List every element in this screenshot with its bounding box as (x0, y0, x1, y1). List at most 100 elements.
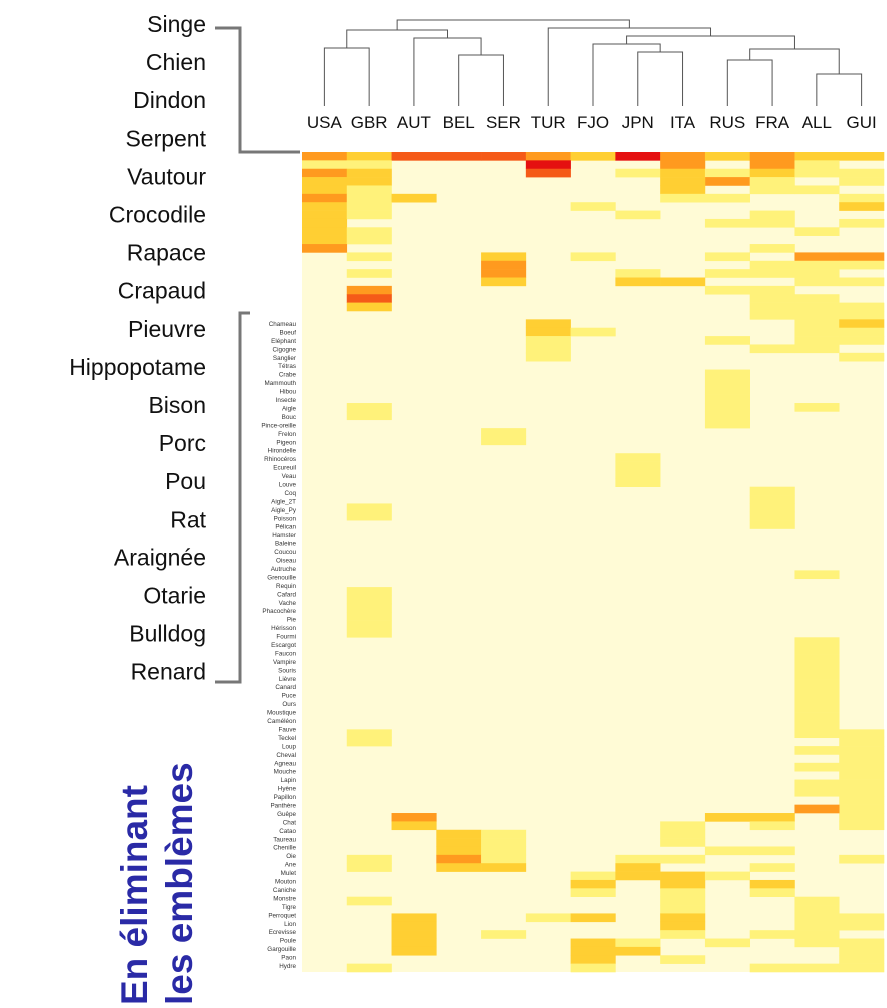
dendrogram-link (816, 73, 863, 106)
small-row-label: Poule (280, 938, 297, 945)
note-line-1: En éliminant (114, 785, 155, 1005)
heatmap-cell (794, 227, 840, 236)
heatmap-cell (794, 637, 840, 646)
small-row-label: Crabe (279, 372, 297, 379)
heatmap-cell (570, 963, 616, 973)
dendrogram-link (749, 48, 840, 74)
row-label: Rat (170, 506, 206, 532)
small-row-label: Tétras (278, 363, 296, 370)
heatmap-cell (704, 419, 750, 429)
heatmap-cell (346, 511, 392, 521)
heatmap-cell (481, 854, 527, 864)
heatmap-cell (346, 285, 392, 295)
small-row-label: Ane (285, 862, 297, 869)
heatmap-cell (570, 152, 616, 161)
heatmap-cell (794, 905, 840, 914)
heatmap-cell (615, 269, 661, 278)
row-label: Otarie (143, 583, 206, 609)
heatmap-cell (839, 821, 885, 831)
heatmap-cell (839, 754, 885, 764)
heatmap-cell (391, 193, 437, 203)
dendrogram-link (626, 35, 795, 49)
small-row-label: Hydre (279, 963, 296, 970)
small-row-label: Gargouille (267, 946, 296, 953)
note-group: En éliminant les emblèmes (114, 762, 200, 1005)
row-label: Pou (165, 468, 206, 494)
heatmap-cell (749, 863, 795, 872)
heatmap-cell (615, 453, 661, 462)
small-row-label: Autruche (271, 566, 297, 573)
small-row-label: Baleine (275, 541, 297, 548)
heatmap-cell (749, 210, 795, 220)
heatmap-cell (704, 394, 750, 404)
heatmap-cell (794, 963, 840, 973)
heatmap-cell (660, 913, 706, 923)
top-bracket (215, 26, 300, 154)
small-row-label: Teckel (278, 735, 296, 742)
small-row-label: Pie (287, 617, 297, 624)
small-row-label: Phacochère (262, 608, 296, 615)
heatmap-cell (704, 377, 750, 387)
small-row-label: Aigle_Py (271, 507, 297, 514)
small-row-label: Lion (284, 921, 296, 928)
heatmap-cell (794, 654, 840, 663)
dendrogram-link (547, 27, 712, 106)
heatmap-cell (794, 152, 840, 161)
heatmap-cell (346, 603, 392, 613)
heatmap-cell (615, 946, 661, 956)
small-row-label: Loup (282, 743, 297, 750)
middle-bracket (215, 311, 250, 684)
heatmap-cell (839, 277, 885, 287)
heatmap-cell (615, 152, 661, 161)
heatmap-cell (615, 478, 661, 487)
small-row-label: Pigeon (276, 439, 296, 446)
small-row-label: Hamster (272, 532, 296, 539)
small-row-label: Boeuf (280, 329, 297, 336)
heatmap-cell (704, 269, 750, 278)
heatmap-cell (839, 921, 885, 931)
heatmap-cell (436, 854, 482, 864)
heatmap-cell (839, 202, 885, 211)
heatmap-cell (839, 152, 885, 161)
heatmap-cell (704, 177, 750, 186)
small-row-label: Moustique (267, 710, 297, 717)
heatmap-cell (346, 160, 392, 170)
row-label: Crapaud (118, 278, 206, 304)
heatmap-cell (481, 260, 527, 270)
small-row-label: Ecureuil (273, 465, 296, 472)
heatmap-cell (794, 670, 840, 680)
heatmap-cell (704, 336, 750, 345)
heatmap-cell (749, 294, 795, 303)
small-row-label: Vache (279, 600, 297, 607)
column-label: FRA (755, 113, 790, 132)
heatmap-cell (346, 269, 392, 278)
heatmap-cell (302, 244, 348, 253)
heatmap-cell (839, 813, 885, 822)
heatmap-cell (794, 720, 840, 730)
small-row-label: Fauve (278, 726, 296, 733)
heatmap-cell (794, 704, 840, 713)
small-row-label: Puce (282, 693, 297, 700)
heatmap-cell (660, 955, 706, 964)
heatmap-cell (570, 955, 616, 964)
small-row-label: Taureau (273, 836, 296, 843)
heatmap-cell (794, 336, 840, 345)
heatmap-cell (615, 210, 661, 220)
heatmap-cell (346, 737, 392, 747)
heatmap-cell (839, 771, 885, 780)
heatmap-cell (660, 854, 706, 864)
heatmap-cell (481, 269, 527, 278)
heatmap-cell (302, 202, 348, 211)
column-label: AUT (397, 113, 431, 132)
dendrogram-link (323, 47, 370, 106)
heatmap-cell (391, 913, 437, 923)
small-row-label: Escargot (271, 642, 296, 649)
heatmap-cell (704, 285, 750, 295)
heatmap-cell (794, 310, 840, 320)
heatmap-cell (704, 403, 750, 412)
heatmap-cell (839, 963, 885, 973)
small-row-label: Pince-oreille (261, 422, 296, 429)
column-label: GUI (846, 113, 876, 132)
small-row-label: Grenouille (267, 574, 296, 581)
heatmap-cell (749, 495, 795, 504)
